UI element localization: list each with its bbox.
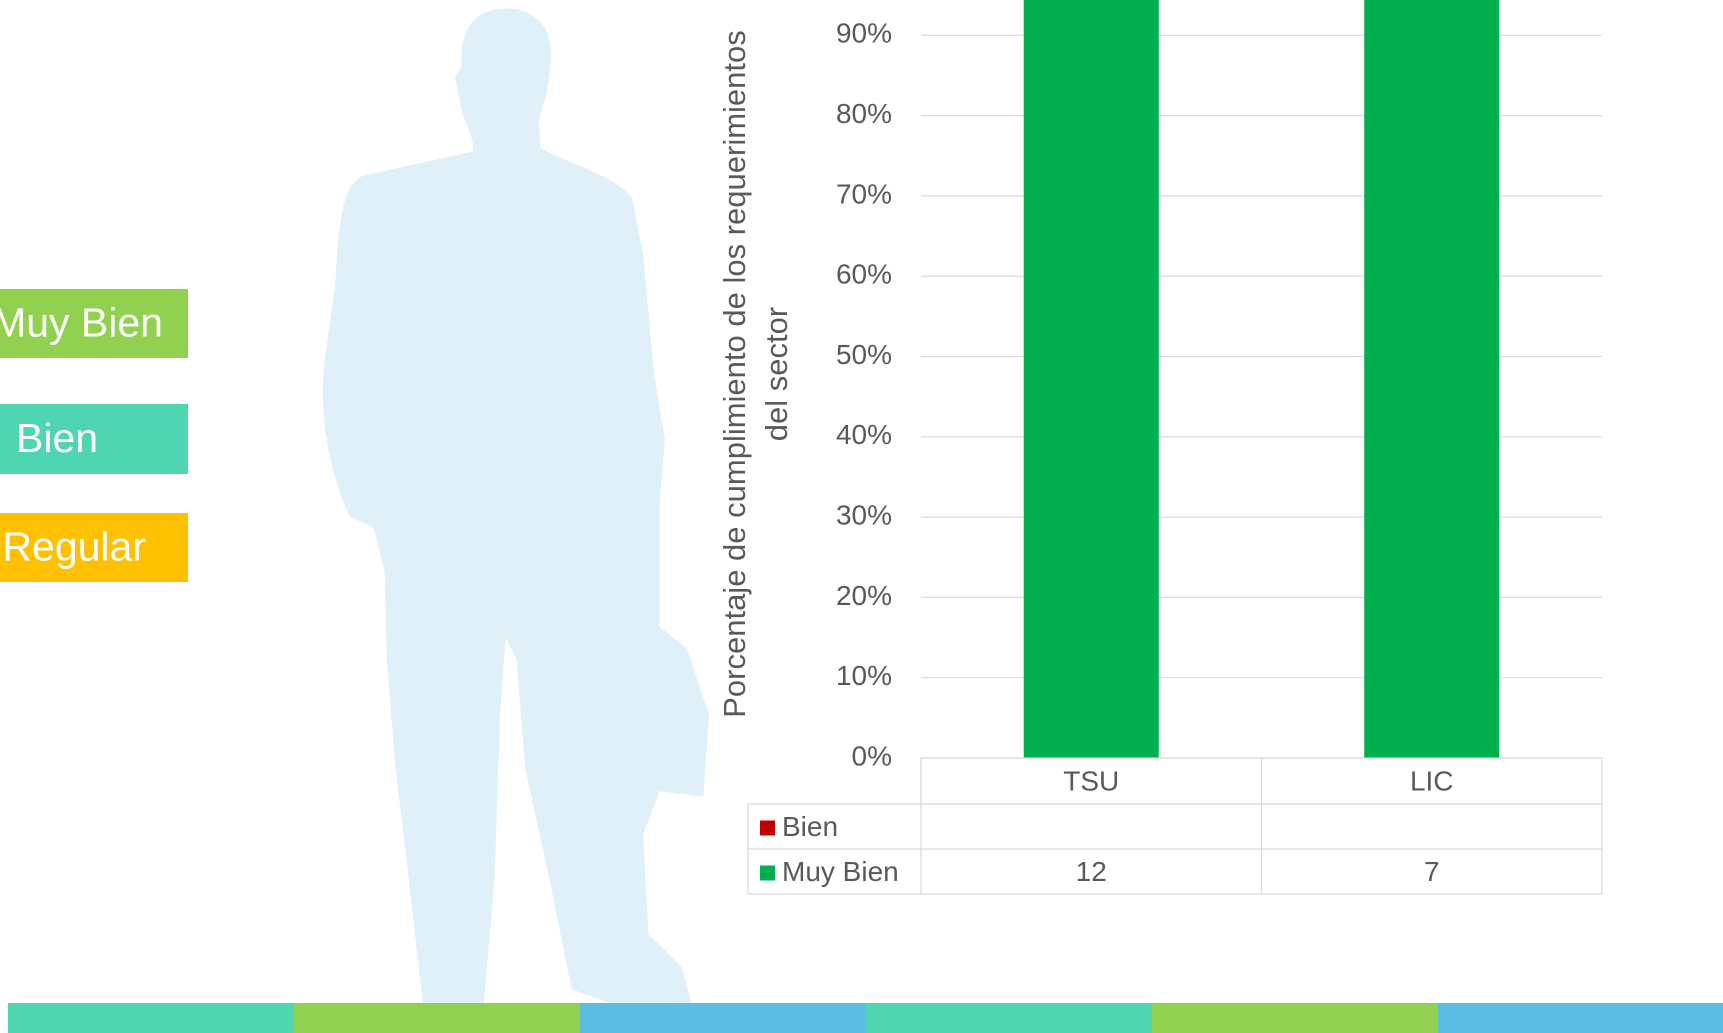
- footer-strip: [8, 1003, 1723, 1033]
- y-tick-label: 40%: [836, 419, 892, 450]
- legend-swatch: [760, 865, 775, 881]
- legend-box-label: Muy Bien: [0, 299, 163, 345]
- table-value: 7: [1424, 856, 1440, 887]
- y-tick-label: 90%: [836, 18, 892, 49]
- legend-box-label: Bien: [16, 415, 98, 461]
- legend-box: [0, 289, 188, 358]
- legend-boxes: Muy Bien Bien Regular: [0, 289, 188, 582]
- legend-box-label: Regular: [2, 523, 146, 569]
- plot: 0% 10% 20% 30% 40% 50% 60% 70% 80% 90% TSU LIC Bien M…: [747, 0, 1603, 895]
- strip-segment: [1152, 1003, 1438, 1033]
- strip-segment: [1438, 1003, 1723, 1033]
- strip-segment: [866, 1003, 1152, 1033]
- strip-segment: [8, 1003, 294, 1033]
- legend-box: [0, 404, 188, 474]
- y-tick-label: 50%: [836, 339, 892, 370]
- strip-segment: [294, 1003, 580, 1033]
- y-tick-label: 0%: [852, 740, 892, 771]
- legend-swatch: [760, 820, 775, 836]
- y-axis-title-line: Porcentaje de cumplimiento de los requer…: [717, 30, 752, 718]
- silhouette: [322, 8, 709, 1006]
- y-tick-label: 30%: [836, 499, 892, 530]
- bar: [1364, 0, 1500, 758]
- y-tick-label: 20%: [836, 580, 892, 611]
- y-axis-title-line: del sector: [759, 307, 794, 441]
- legend-label: Bien: [782, 811, 838, 842]
- y-tick-label: 80%: [836, 98, 892, 129]
- y-tick-label: 70%: [836, 178, 892, 209]
- data-table: TSU LIC Bien Muy Bien 12 7: [747, 757, 1603, 895]
- table-value: 12: [1076, 856, 1107, 887]
- y-axis-title: Porcentaje de cumplimiento de los requer…: [717, 30, 794, 718]
- x-tick-label: LIC: [1410, 765, 1454, 796]
- x-tick-label: TSU: [1063, 765, 1119, 796]
- legend-box: [0, 513, 188, 582]
- strip-segment: [580, 1003, 866, 1033]
- y-tick-label: 60%: [836, 259, 892, 290]
- y-tick-label: 10%: [836, 660, 892, 691]
- bar: [1023, 0, 1159, 758]
- legend-label: Muy Bien: [782, 856, 899, 887]
